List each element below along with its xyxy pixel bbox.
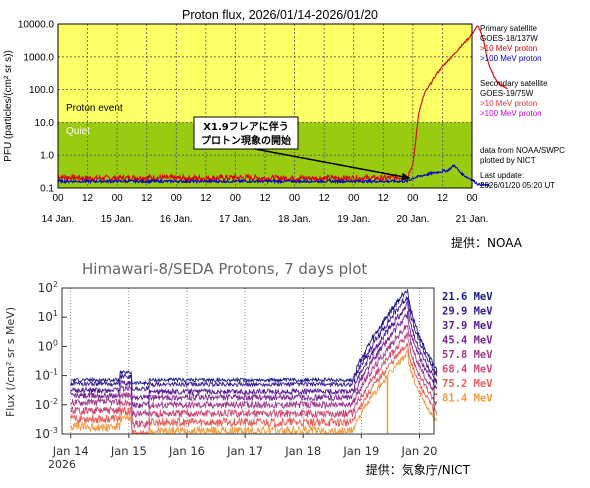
noaa-x-tick-label: 12 — [141, 193, 153, 204]
himawari-series-line — [70, 311, 438, 409]
himawari-series-line — [70, 300, 438, 402]
legend-primary-heading: Primary satellite — [480, 24, 537, 33]
quiet-label: Quiet — [66, 126, 90, 137]
noaa-chart-title: Proton flux, 2026/01/14-2026/01/20 — [182, 8, 378, 22]
noaa-x-day-label: 21 Jan. — [456, 214, 489, 225]
noaa-x-tick-label: 00 — [348, 193, 360, 204]
legend-primary-10: >10 MeV proton — [480, 44, 537, 53]
noaa-y-tick-label: 1000.0 — [23, 52, 54, 63]
noaa-series-10mev — [57, 25, 508, 184]
noaa-chart: Proton flux, 2026/01/14-2026/01/20 Proto… — [3, 8, 565, 250]
himawari-x-ticks: Jan 14 Jan 15 Jan 16 Jan 17 Jan 18 Jan 19 Jan … — [52, 434, 437, 458]
himawari-credit: 提供：気象庁/NICT — [366, 462, 471, 477]
legend-secondary-10: >10 MeV proton — [480, 99, 537, 108]
himawari-series-line — [70, 296, 438, 392]
annotation-line-1: X1.9フレアに伴う — [203, 120, 288, 133]
himawari-y-ticks: 10-3 10-2 10-1 100 101 102 — [35, 280, 67, 441]
noaa-x-tick-label: 12 — [82, 193, 94, 204]
himawari-legend-entry: 29.9 MeV — [442, 306, 493, 318]
himawari-legend-entry: 21.6 MeV — [442, 291, 493, 303]
himawari-x-tick-label: Jan 18 — [284, 444, 321, 458]
legend-primary-sat: GOES-18/137W — [480, 34, 538, 43]
noaa-x-tick-label: 12 — [378, 193, 390, 204]
proton-event-label: Proton event — [66, 103, 123, 114]
himawari-x-tick-label: Jan 15 — [110, 444, 147, 458]
legend-secondary-heading: Secondary satellite — [480, 79, 548, 88]
himawari-x-tick-label: Jan 20 — [400, 444, 437, 458]
himawari-y-tick-label: 100 — [38, 338, 58, 353]
noaa-y-ticks: 0.1 1.0 10.0 100.0 1000.0 10000.0 — [18, 20, 55, 195]
noaa-x-tick-label: 00 — [289, 193, 301, 204]
noaa-x-tick-label: 00 — [407, 193, 419, 204]
himawari-legend-entry: 57.8 MeV — [442, 349, 493, 361]
noaa-y-axis-label: PFU (particles/(cm² sr s)) — [3, 50, 14, 162]
himawari-series-line — [70, 289, 438, 387]
himawari-y-tick-label: 10-2 — [35, 397, 58, 412]
noaa-x-day-label: 14 Jan. — [42, 214, 75, 225]
himawari-year-label: 2026 — [48, 458, 76, 471]
noaa-credit: 提供：NOAA — [451, 235, 523, 250]
himawari-y-tick-label: 102 — [38, 280, 58, 295]
himawari-x-tick-label: Jan 19 — [342, 444, 379, 458]
noaa-y-tick-label: 0.1 — [40, 184, 54, 195]
himawari-x-tick-label: Jan 14 — [52, 444, 89, 458]
himawari-x-tick-label: Jan 17 — [226, 444, 263, 458]
noaa-x-tick-label: 12 — [319, 193, 331, 204]
noaa-y-tick-label: 10.0 — [35, 118, 55, 129]
himawari-y-tick-label: 101 — [38, 309, 58, 324]
noaa-x-day-label: 17 Jan. — [219, 214, 252, 225]
noaa-x-tick-label: 12 — [200, 193, 212, 204]
noaa-y-tick-label: 10000.0 — [18, 20, 55, 31]
legend-updated-2: 2026/01/20 05:20 UT — [480, 181, 555, 190]
annotation-arrow — [254, 148, 411, 179]
legend-primary-100: >100 MeV proton — [480, 54, 542, 63]
himawari-y-tick-label: 10-3 — [35, 426, 58, 441]
noaa-x-day-label: 20 Jan. — [396, 214, 429, 225]
annotation-line-2: プロトン現象の開始 — [201, 134, 291, 147]
noaa-x-tick-label: 00 — [112, 193, 124, 204]
noaa-legend: Primary satellite GOES-18/137W >10 MeV p… — [480, 24, 565, 190]
noaa-x-tick-label: 00 — [171, 193, 183, 204]
annotation-arrowhead — [401, 172, 410, 181]
noaa-x-tick-label: 00 — [52, 193, 64, 204]
himawari-series-group — [70, 289, 438, 435]
himawari-y-axis-label: Flux (/cm² sr s MeV) — [4, 307, 17, 417]
himawari-x-tick-label: Jan 16 — [168, 444, 205, 458]
himawari-chart: Himawari-8/SEDA Protons, 7 days plot 10-… — [4, 260, 493, 477]
legend-secondary-100: >100 MeV proton — [480, 109, 542, 118]
himawari-chart-title: Himawari-8/SEDA Protons, 7 days plot — [82, 260, 367, 278]
noaa-x-day-label: 16 Jan. — [160, 214, 193, 225]
noaa-series-100mev — [57, 164, 491, 188]
himawari-legend-entry: 45.4 MeV — [442, 335, 493, 347]
noaa-y-tick-label: 1.0 — [40, 151, 54, 162]
noaa-x-tick-label: 12 — [437, 193, 449, 204]
himawari-legend-entry: 81.4 MeV — [442, 393, 493, 405]
noaa-x-tick-label: 00 — [230, 193, 242, 204]
noaa-x-day-label: 18 Jan. — [278, 214, 311, 225]
himawari-legend-entry: 68.4 MeV — [442, 364, 493, 376]
legend-source-2: plotted by NICT — [480, 156, 536, 165]
legend-source-1: data from NOAA/SWPC — [480, 146, 565, 155]
himawari-legend: 21.6 MeV 29.9 MeV 37.9 MeV 45.4 MeV 57.8 MeV… — [442, 291, 493, 405]
himawari-plot-frame — [61, 287, 435, 435]
noaa-x-tick-label: 00 — [466, 193, 478, 204]
noaa-y-tick-label: 100.0 — [29, 85, 54, 96]
legend-secondary-sat: GOES-19/75W — [480, 89, 534, 98]
himawari-legend-entry: 75.2 MeV — [442, 378, 493, 390]
noaa-plot-frame — [57, 23, 473, 189]
noaa-x-day-label: 15 Jan. — [101, 214, 134, 225]
flare-annotation: X1.9フレアに伴う プロトン現象の開始 — [193, 116, 411, 181]
noaa-series-group — [57, 25, 508, 188]
noaa-x-day-label: 19 Jan. — [337, 214, 370, 225]
himawari-series-line — [70, 348, 438, 435]
noaa-x-tick-label: 12 — [259, 193, 271, 204]
noaa-x-ticks: 00 12 00 12 00 12 00 12 00 12 00 12 00 12 00 14 Jan. 15 … — [42, 193, 489, 225]
himawari-series-line — [70, 342, 438, 435]
annotation-box — [193, 116, 299, 150]
legend-updated-1: Last update: — [480, 171, 524, 180]
himawari-legend-entry: 37.9 MeV — [442, 320, 493, 332]
himawari-y-tick-label: 10-1 — [35, 368, 58, 383]
